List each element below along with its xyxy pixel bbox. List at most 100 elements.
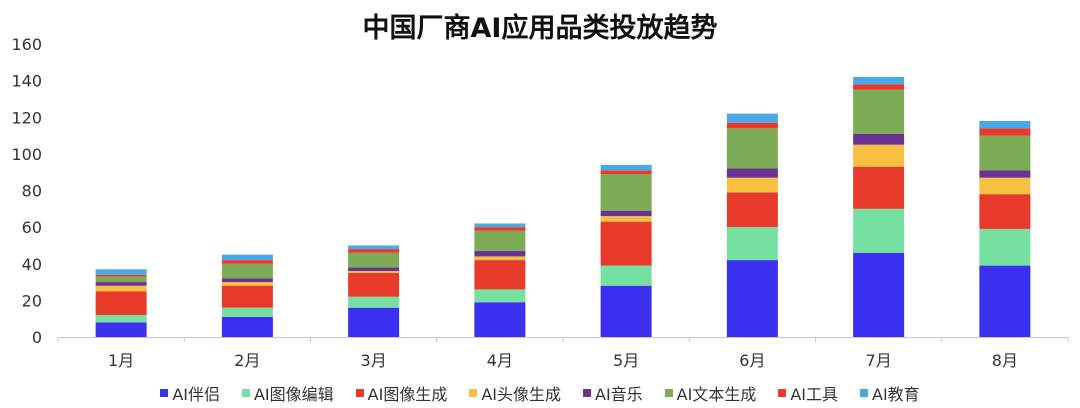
bar-segment	[726, 168, 778, 178]
bar-segment	[95, 322, 147, 337]
bar-segment	[474, 230, 526, 251]
bar-segment	[348, 267, 400, 272]
bar-segment	[600, 210, 652, 217]
legend-label: AI音乐	[595, 385, 643, 404]
legend-label: AI图像编辑	[253, 385, 334, 404]
bar-segment	[726, 192, 778, 228]
bar-segment	[979, 128, 1031, 136]
legend-label: AI伴侣	[172, 385, 220, 404]
chart-title: 中国厂商AI应用品类投放趋势	[362, 13, 718, 44]
bar-segment	[726, 227, 778, 261]
bar-segment	[979, 120, 1031, 129]
legend-swatch	[355, 389, 364, 397]
bar-segment	[474, 256, 526, 261]
bar-segment	[474, 223, 526, 228]
legend-label: AI教育	[872, 385, 920, 404]
legend-item: AI教育	[860, 381, 920, 405]
legend-swatch	[160, 389, 169, 397]
bar-segment	[979, 228, 1031, 266]
bars	[95, 76, 1031, 337]
legend-label: AI工具	[790, 385, 839, 404]
legend-swatch	[860, 389, 869, 397]
legend-item: AI音乐	[583, 381, 643, 405]
bar-segment	[221, 316, 273, 337]
bar-segment	[221, 285, 273, 308]
x-tick-label: 8月	[992, 351, 1018, 370]
y-axis: 0 20 40 60 80 100 120 140 160	[11, 35, 42, 347]
bar-segment	[474, 250, 526, 257]
x-axis: 1月 2月 3月 4月 5月 6月 7月 8月	[57, 337, 1069, 370]
bar-segment	[726, 113, 778, 123]
legend-item: AI图像编辑	[241, 381, 334, 405]
bar-segment	[726, 128, 778, 169]
bar-segment	[979, 194, 1031, 229]
bar-segment	[95, 285, 147, 292]
bar-segment	[600, 285, 652, 337]
y-tick-label: 40	[22, 255, 42, 274]
bar-segment	[979, 170, 1031, 178]
bar-segment	[726, 260, 778, 337]
bar-segment	[474, 289, 526, 303]
x-tick-label: 7月	[866, 351, 892, 370]
legend-item: AI文本生成	[664, 381, 757, 405]
bar-segment	[600, 221, 652, 266]
bar-segment	[853, 166, 905, 209]
legend-swatch	[778, 389, 787, 397]
bar-segment	[348, 249, 400, 253]
legend-item: AI图像生成	[355, 381, 448, 405]
bar-segment	[348, 252, 400, 268]
legend-label: AI图像生成	[367, 385, 448, 404]
bar-segment	[95, 274, 147, 277]
bar-segment	[853, 144, 905, 167]
bar-segment	[221, 260, 273, 264]
legend-swatch	[664, 389, 673, 397]
bar-segment	[348, 296, 400, 308]
bar-segment	[853, 76, 905, 85]
bar-segment	[95, 291, 147, 316]
x-tick-label: 5月	[613, 351, 639, 370]
bar-segment	[221, 307, 273, 317]
bar-segment	[221, 282, 273, 286]
legend-swatch	[241, 389, 250, 397]
x-tick-label: 3月	[361, 351, 387, 370]
bar-segment	[600, 265, 652, 286]
x-tick-label: 2月	[234, 351, 260, 370]
y-tick-label: 60	[22, 218, 42, 237]
x-tick-label: 1月	[108, 351, 134, 370]
bar-segment	[853, 208, 905, 253]
bar-segment	[979, 265, 1031, 337]
bar-segment	[95, 282, 147, 286]
y-tick-label: 140	[11, 72, 42, 91]
legend-label: AI头像生成	[481, 385, 561, 404]
bar-segment	[853, 84, 905, 90]
legend-item: AI工具	[778, 381, 838, 405]
bar-segment	[600, 216, 652, 222]
bar-segment	[221, 254, 273, 261]
x-tick-label: 4月	[487, 351, 513, 370]
bar-segment	[979, 177, 1031, 195]
y-tick-label: 160	[11, 35, 42, 54]
bar-segment	[221, 263, 273, 279]
bar-segment	[348, 271, 400, 273]
bar-segment	[600, 170, 652, 175]
y-tick-label: 80	[22, 182, 42, 201]
bar-segment	[600, 164, 652, 171]
bar-segment	[979, 135, 1031, 171]
bar-segment	[853, 252, 905, 337]
legend-item: AI头像生成	[469, 381, 561, 405]
y-tick-label: 20	[22, 291, 42, 310]
bar-segment	[474, 302, 526, 337]
y-tick-label: 0	[32, 328, 42, 347]
legend: AI伴侣 AI图像编辑 AI图像生成 AI头像生成 AI音乐 AI文本生成 AI工具 AI教育	[0, 381, 1080, 405]
legend-label: AI文本生成	[676, 385, 757, 404]
bar-segment	[474, 227, 526, 231]
bar-segment	[95, 269, 147, 275]
bar-segment	[474, 260, 526, 290]
legend-swatch	[469, 389, 478, 397]
bar-segment	[348, 245, 400, 250]
legend-item: AI伴侣	[160, 381, 220, 405]
legend-swatch	[583, 389, 591, 397]
bar-segment	[95, 315, 147, 323]
x-tick-label: 6月	[739, 351, 765, 370]
